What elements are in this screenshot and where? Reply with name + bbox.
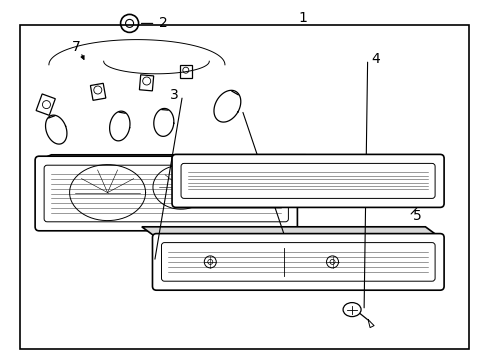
Text: 2: 2 [159,17,167,30]
Text: 4: 4 [371,53,380,66]
Text: 6: 6 [293,243,302,257]
Polygon shape [39,155,305,160]
FancyBboxPatch shape [35,156,297,231]
Text: 1: 1 [298,11,307,25]
FancyBboxPatch shape [172,154,443,207]
Text: 5: 5 [412,209,421,223]
Ellipse shape [343,303,360,316]
Text: 3: 3 [169,89,178,102]
Polygon shape [142,227,439,238]
Polygon shape [367,320,373,328]
Text: 7: 7 [71,40,80,54]
FancyBboxPatch shape [152,234,443,290]
